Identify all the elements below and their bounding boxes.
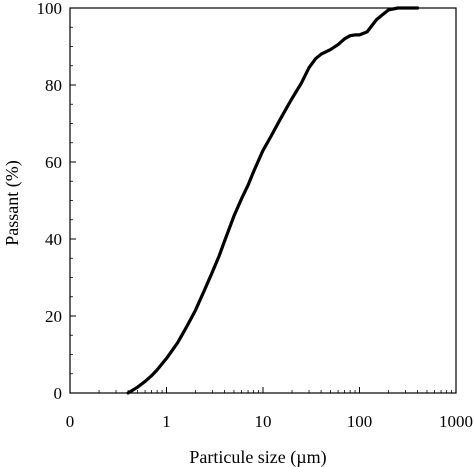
passing-curve — [126, 6, 420, 395]
x-axis-title: Particule size (µm) — [189, 447, 326, 467]
series-layer — [126, 6, 420, 395]
y-tick-label: 40 — [45, 230, 62, 249]
x-tick-label: 10 — [255, 412, 272, 431]
y-tick-label: 20 — [45, 307, 62, 326]
y-axis-ticks: 0 20 40 60 80 100 — [37, 0, 76, 403]
y-tick-label: 60 — [45, 153, 62, 172]
x-axis-ticks: 0 1 10 100 1000 — [66, 387, 473, 431]
plot-frame — [69, 7, 457, 394]
minor-tick-marks — [70, 26, 452, 393]
x-tick-label: 1000 — [439, 412, 473, 431]
y-tick-label: 80 — [45, 76, 62, 95]
y-tick-label: 100 — [37, 0, 63, 18]
y-tick-label: 0 — [54, 384, 63, 403]
x-tick-label: 100 — [347, 412, 373, 431]
x-tick-label: 1 — [162, 412, 171, 431]
x-tick-label: 0 — [66, 412, 75, 431]
y-axis-title: Passant (%) — [2, 160, 23, 245]
